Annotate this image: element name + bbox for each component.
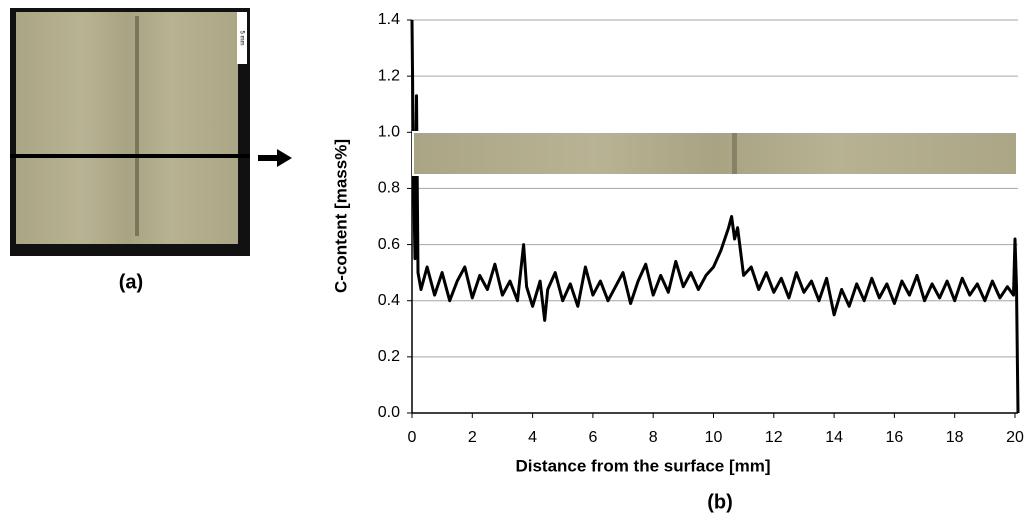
y-tick-label: 1.2 [378,67,400,84]
plot: 0.0 0.2 0.4 0.6 0.8 1.0 1.2 1.4 0 2 4 6 8 10 12 14 16 18 2… [378,11,1024,446]
panel-label: (b) [707,491,733,513]
x-tick-label: 8 [649,429,658,446]
x-tick-label: 18 [946,429,964,446]
y-tick-label: 1.4 [378,11,400,28]
y-tick-label: 0.6 [378,236,400,253]
micrograph: 5 mm [10,8,250,256]
inset-strip [412,131,1018,176]
x-tick-label: 6 [588,429,597,446]
y-tick-label: 0.8 [378,180,400,197]
y-tick-label: 0.4 [378,292,400,309]
x-tick-label: 0 [408,429,417,446]
y-axis-label: C-content [mass%] [331,139,350,293]
x-tick-label: 16 [885,429,903,446]
y-tick-label: 0.0 [378,404,400,421]
scale-label: 5 mm [238,31,244,46]
x-tick-label: 2 [468,429,477,446]
x-tick-label: 14 [825,429,843,446]
arrow [258,149,292,167]
x-tick-label: 10 [705,429,723,446]
y-tick-label: 0.2 [378,348,400,365]
x-tick-label: 20 [1006,429,1024,446]
y-tick-label: 1.0 [378,124,400,141]
x-tick-label: 12 [765,429,783,446]
data-line [410,19,1020,414]
x-tick-label: 4 [528,429,537,446]
panel-label: (a) [119,271,143,293]
x-axis-label: Distance from the surface [mm] [515,456,770,475]
